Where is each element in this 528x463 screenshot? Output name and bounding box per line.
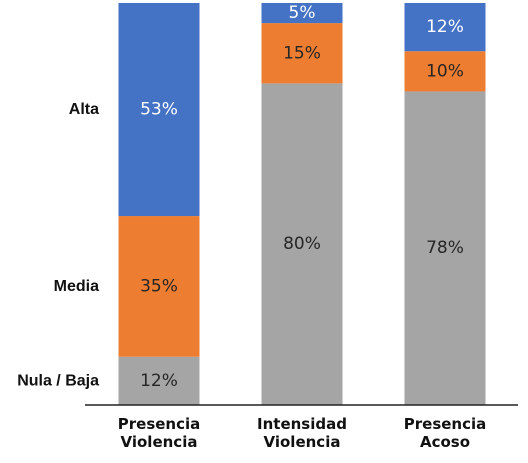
bar-segment-alta-0: [118, 3, 200, 217]
bar-segment-media-0: [118, 216, 200, 357]
data-label-nula-baja-1: 80%: [283, 234, 321, 254]
level-labels-group: Nula / Baja Media Alta: [17, 101, 99, 389]
data-label-nula-baja-0: 12%: [140, 371, 178, 391]
category-label-0-line-1: Violencia: [121, 433, 198, 451]
bar-segment-nula-baja-1: [261, 83, 343, 406]
data-label-alta-0: 53%: [140, 100, 178, 120]
level-label-media: Media: [54, 278, 99, 295]
bars-group: 12% 35% 53% 80% 15% 5% 78% 10% 12%: [118, 3, 486, 406]
category-labels-group: PresenciaViolenciaIntensidadViolenciaPre…: [118, 415, 487, 451]
level-label-alta: Alta: [69, 101, 99, 118]
bar-segment-nula-baja-2: [404, 91, 486, 405]
bar-segment-alta-2: [404, 3, 486, 52]
data-label-media-0: 35%: [140, 276, 178, 296]
data-label-alta-2: 12%: [426, 17, 464, 37]
bar-segment-media-2: [404, 51, 486, 92]
bar-segment-alta-1: [261, 3, 343, 24]
category-label-2-line-0: Presencia: [404, 415, 487, 433]
category-label-1-line-0: Intensidad: [257, 415, 347, 433]
category-label-0-line-0: Presencia: [118, 415, 201, 433]
category-label-2-line-1: Acoso: [420, 433, 470, 451]
data-label-media-2: 10%: [426, 61, 464, 81]
data-label-media-1: 15%: [283, 43, 321, 63]
bar-segment-media-1: [261, 23, 343, 84]
category-label-1-line-1: Violencia: [264, 433, 341, 451]
level-label-nula-baja: Nula / Baja: [17, 372, 99, 389]
bar-segment-nula-baja-0: [118, 356, 200, 405]
data-label-alta-1: 5%: [289, 3, 316, 23]
data-label-nula-baja-2: 78%: [426, 238, 464, 258]
